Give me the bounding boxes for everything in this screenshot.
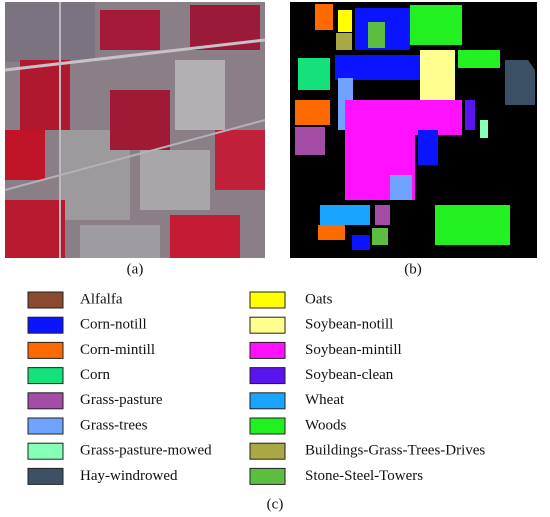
ground-truth-map: [290, 2, 537, 258]
legend-label: Stone-Steel-Towers: [305, 468, 423, 484]
legend-label: Soybean-clean: [305, 367, 394, 383]
legend-swatch: [249, 367, 286, 385]
legend-swatch: [27, 442, 64, 460]
legend-label: Corn-mintill: [80, 342, 155, 358]
legend-swatch: [27, 341, 64, 359]
legend-swatch: [27, 417, 64, 435]
legend-label: Corn-notill: [80, 317, 147, 333]
legend-swatch: [27, 392, 64, 410]
legend-label: Soybean-mintill: [305, 342, 402, 358]
caption: (c): [267, 496, 284, 512]
caption: (b): [404, 261, 422, 277]
legend-swatch: [27, 367, 64, 385]
legend-swatch: [27, 291, 64, 309]
legend-label: Corn: [80, 367, 111, 383]
legend-label: Oats: [305, 291, 333, 307]
legend-label: Woods: [305, 417, 346, 433]
false-color-image: [4, 2, 266, 258]
legend-label: Hay-windrowed: [80, 468, 178, 484]
legend-swatch: [249, 392, 286, 410]
legend-label: Buildings-Grass-Trees-Drives: [305, 443, 485, 459]
legend-label: Grass-pasture: [80, 392, 163, 408]
legend-swatch: [249, 291, 286, 309]
legend-swatch: [27, 316, 64, 334]
legend-label: Soybean-notill: [305, 317, 393, 333]
legend-swatch: [249, 316, 286, 334]
legend-label: Alfalfa: [80, 291, 123, 307]
legend-label: Grass-trees: [80, 417, 148, 433]
legend-swatch: [249, 442, 286, 460]
legend-label: Wheat: [305, 392, 345, 408]
caption: (a): [127, 261, 144, 277]
legend-swatch: [249, 341, 286, 359]
legend-label: Grass-pasture-mowed: [80, 443, 212, 459]
legend: Alfalfa Corn-notill Corn-mintill Corn Grass-…: [27, 291, 485, 485]
legend-swatch: [249, 467, 286, 485]
legend-swatch: [249, 417, 286, 435]
legend-swatch: [27, 467, 64, 485]
